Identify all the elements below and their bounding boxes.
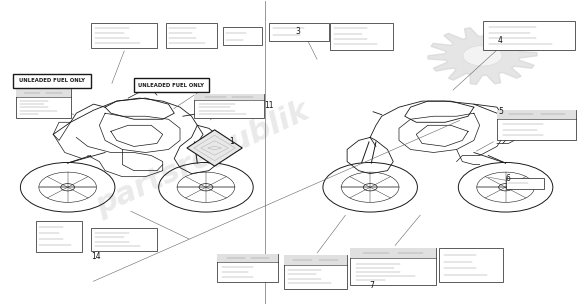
FancyBboxPatch shape [195,94,263,100]
FancyBboxPatch shape [13,74,91,88]
FancyBboxPatch shape [350,248,437,258]
Text: partsrepublik: partsrepublik [91,96,314,221]
FancyBboxPatch shape [330,23,393,50]
FancyBboxPatch shape [497,110,577,140]
FancyBboxPatch shape [439,248,503,282]
FancyBboxPatch shape [284,255,347,289]
FancyBboxPatch shape [91,228,157,251]
FancyBboxPatch shape [497,110,577,119]
Text: 4: 4 [498,36,503,45]
Circle shape [463,45,502,66]
FancyBboxPatch shape [218,254,278,282]
FancyBboxPatch shape [505,178,544,189]
FancyBboxPatch shape [195,94,263,118]
FancyBboxPatch shape [91,23,157,48]
Polygon shape [428,27,537,84]
Text: 14: 14 [91,252,100,261]
FancyBboxPatch shape [16,89,71,118]
FancyBboxPatch shape [36,221,82,252]
FancyBboxPatch shape [284,255,347,264]
FancyBboxPatch shape [482,21,575,50]
Text: UNLEADED FUEL ONLY: UNLEADED FUEL ONLY [19,78,85,83]
Text: 6: 6 [505,174,511,183]
Text: 11: 11 [264,101,274,110]
FancyBboxPatch shape [350,248,437,285]
Text: 3: 3 [296,27,301,36]
Text: UNLEADED FUEL ONLY: UNLEADED FUEL ONLY [138,83,204,88]
FancyBboxPatch shape [16,89,71,97]
Text: 1: 1 [229,138,234,146]
FancyBboxPatch shape [166,23,218,48]
FancyBboxPatch shape [134,78,209,92]
FancyBboxPatch shape [269,23,329,41]
Polygon shape [187,130,242,166]
FancyBboxPatch shape [218,254,278,262]
Text: 5: 5 [498,107,503,116]
FancyBboxPatch shape [223,27,262,45]
Text: 7: 7 [369,281,374,290]
